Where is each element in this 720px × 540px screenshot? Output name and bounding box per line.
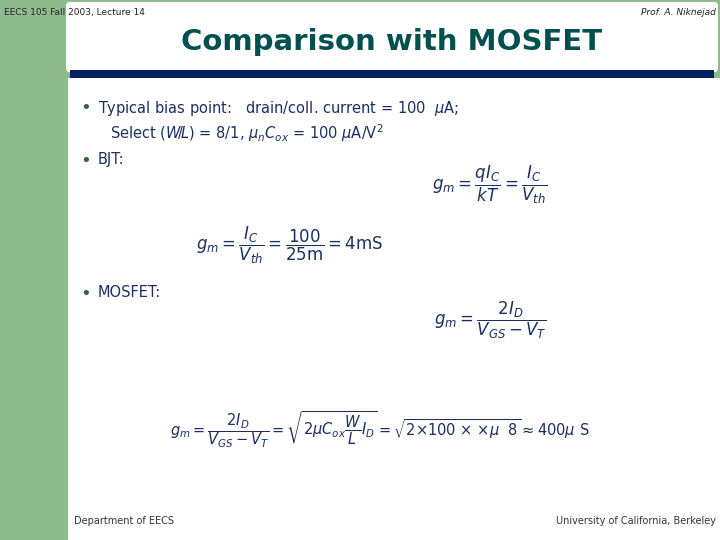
Bar: [0, 0, 720, 78]
Text: •: •: [80, 99, 91, 117]
Text: Prof. A. Niknejad: Prof. A. Niknejad: [641, 8, 716, 17]
Text: •: •: [80, 152, 91, 170]
Text: University of California, Berkeley: University of California, Berkeley: [556, 516, 716, 526]
Bar: [70, 70, 714, 78]
Bar: [0, 0, 68, 540]
Text: Typical bias point:   drain/coll. current = 100  $\mu$A;: Typical bias point: drain/coll. current …: [98, 99, 459, 118]
Text: Select $(W\!/\!L)$ = 8/1, $\mu_n C_{ox}$ = 100 $\mu$A/V$^2$: Select $(W\!/\!L)$ = 8/1, $\mu_n C_{ox}$…: [110, 122, 384, 144]
Text: $g_m = \dfrac{2I_D}{V_{GS}-V_T}$: $g_m = \dfrac{2I_D}{V_{GS}-V_T}$: [433, 299, 546, 341]
Text: $g_m = \dfrac{2I_D}{V_{GS}-V_T} = \sqrt{2\mu C_{ox}\dfrac{W}{L}I_D} = \sqrt{2{\t: $g_m = \dfrac{2I_D}{V_{GS}-V_T} = \sqrt{…: [170, 410, 590, 450]
Text: BJT:: BJT:: [98, 152, 125, 167]
Text: •: •: [80, 285, 91, 303]
Text: MOSFET:: MOSFET:: [98, 285, 161, 300]
Text: $g_m = \dfrac{I_C}{V_{th}} = \dfrac{100}{25\mathrm{m}} = 4\mathrm{mS}$: $g_m = \dfrac{I_C}{V_{th}} = \dfrac{100}…: [197, 225, 384, 266]
Text: Comparison with MOSFET: Comparison with MOSFET: [181, 28, 603, 56]
Text: $g_m = \dfrac{qI_C}{kT} = \dfrac{I_C}{V_{th}}$: $g_m = \dfrac{qI_C}{kT} = \dfrac{I_C}{V_…: [433, 164, 548, 206]
FancyBboxPatch shape: [66, 2, 718, 72]
Text: Department of EECS: Department of EECS: [74, 516, 174, 526]
Text: EECS 105 Fall 2003, Lecture 14: EECS 105 Fall 2003, Lecture 14: [4, 8, 145, 17]
